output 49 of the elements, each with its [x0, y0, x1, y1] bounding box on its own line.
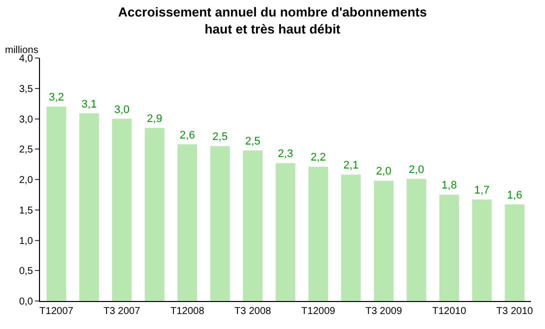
bar	[46, 106, 66, 301]
chart-title: Accroissement annuel du nombre d'abonnements haut et très haut débit	[118, 4, 427, 36]
data-label: 2,2	[310, 152, 326, 164]
bar	[341, 174, 361, 301]
x-tick-label: T12010	[432, 306, 467, 317]
bar	[242, 150, 263, 301]
bar	[504, 204, 524, 301]
y-tick-label: 0,5	[19, 266, 34, 278]
x-tick-label: T12008	[170, 306, 205, 317]
bar	[439, 194, 459, 301]
bar	[112, 118, 132, 301]
y-tick-label: 2,0	[19, 175, 34, 186]
bar	[177, 144, 198, 301]
data-label: 1,7	[474, 184, 490, 197]
y-tick-label: 3,5	[19, 84, 34, 95]
x-tick-label: T3 2008	[234, 306, 272, 317]
x-tick-label: T3 2010	[496, 306, 534, 317]
data-label: 2,5	[212, 131, 228, 144]
y-tick-label: 3,0	[19, 114, 34, 126]
y-tick-label: 1,0	[19, 236, 34, 247]
bar	[79, 113, 99, 301]
data-label: 1,6	[506, 189, 522, 202]
y-tick-label: 1,5	[19, 205, 34, 216]
data-label: 3,0	[114, 104, 130, 116]
data-label: 2,0	[408, 164, 424, 176]
bar	[472, 200, 492, 301]
bar	[374, 180, 394, 301]
data-label: 2,3	[278, 148, 294, 160]
bar	[406, 178, 426, 301]
y-tick-label: 0,0	[19, 296, 34, 308]
y-tick-label: 2,5	[19, 144, 34, 156]
bar	[210, 146, 230, 301]
data-label: 3,1	[81, 98, 97, 110]
data-label: 2,0	[376, 166, 392, 178]
bar	[144, 128, 164, 301]
x-tick-label: T12009	[301, 306, 336, 317]
y-tick-label: 4,0	[19, 54, 34, 64]
data-label: 3,2	[48, 92, 64, 104]
data-label: 2,6	[180, 129, 195, 142]
data-label: 1,8	[442, 180, 457, 192]
x-tick-label: T3 2009	[365, 306, 402, 317]
data-label: 2,5	[245, 135, 260, 148]
x-tick-label: T3 2007	[103, 306, 141, 317]
data-label: 2,9	[146, 112, 162, 125]
x-tick-label: T12007	[39, 306, 74, 317]
data-label: 2,1	[343, 160, 359, 172]
bar	[276, 163, 296, 301]
y-axis-title: millions	[5, 45, 38, 56]
bar	[308, 166, 328, 301]
